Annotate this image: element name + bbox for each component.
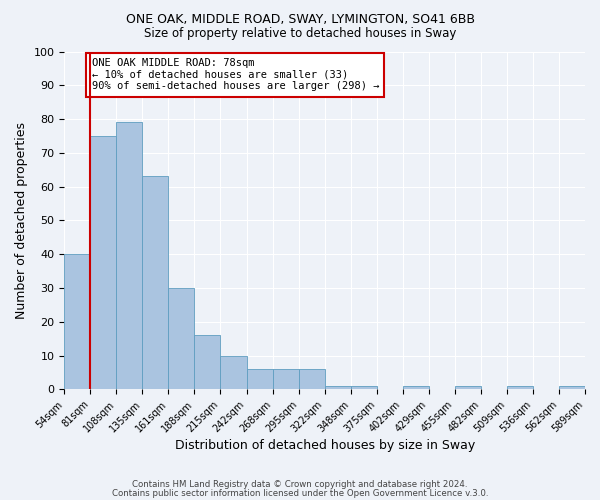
Text: Size of property relative to detached houses in Sway: Size of property relative to detached ho… [144,28,456,40]
Y-axis label: Number of detached properties: Number of detached properties [15,122,28,319]
Bar [91,136,116,390]
Bar [142,176,169,390]
Bar [272,369,299,390]
Bar [299,369,325,390]
X-axis label: Distribution of detached houses by size in Sway: Distribution of detached houses by size … [175,440,475,452]
Bar [455,386,481,390]
Bar [507,386,533,390]
Text: Contains HM Land Registry data © Crown copyright and database right 2024.: Contains HM Land Registry data © Crown c… [132,480,468,489]
Bar [247,369,272,390]
Bar [220,356,247,390]
Bar [325,386,350,390]
Bar [194,336,220,390]
Bar [350,386,377,390]
Bar [169,288,194,390]
Bar [116,122,142,390]
Text: ONE OAK, MIDDLE ROAD, SWAY, LYMINGTON, SO41 6BB: ONE OAK, MIDDLE ROAD, SWAY, LYMINGTON, S… [125,12,475,26]
Bar [64,254,91,390]
Bar [559,386,585,390]
Text: Contains public sector information licensed under the Open Government Licence v.: Contains public sector information licen… [112,489,488,498]
Bar [403,386,429,390]
Text: ONE OAK MIDDLE ROAD: 78sqm
← 10% of detached houses are smaller (33)
90% of semi: ONE OAK MIDDLE ROAD: 78sqm ← 10% of deta… [92,58,379,92]
